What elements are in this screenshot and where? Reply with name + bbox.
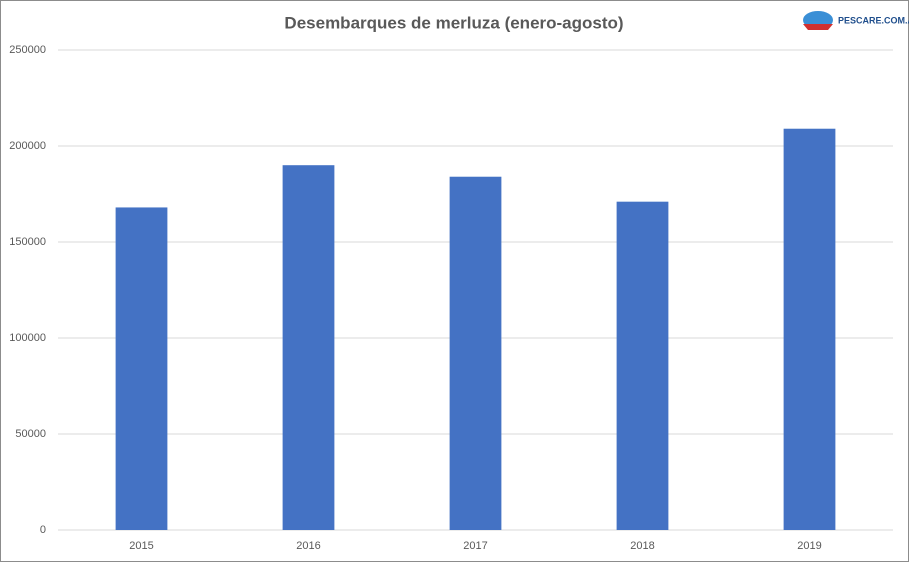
x-tick-label: 2017	[463, 540, 487, 552]
x-tick-label: 2018	[630, 540, 654, 552]
chart-title: Desembarques de merluza (enero-agosto)	[284, 13, 623, 32]
y-tick-label: 50000	[15, 428, 46, 440]
logo-text: PESCARE.COM.AR	[838, 15, 909, 25]
bar	[616, 201, 669, 530]
bar	[783, 128, 836, 530]
logo: PESCARE.COM.AR	[803, 11, 909, 30]
y-tick-label: 250000	[9, 44, 46, 56]
x-tick-label: 2016	[296, 540, 320, 552]
x-tick-label: 2015	[129, 540, 153, 552]
y-tick-label: 0	[40, 524, 46, 536]
bar	[282, 165, 335, 530]
y-tick-label: 150000	[9, 236, 46, 248]
y-tick-label: 100000	[9, 332, 46, 344]
x-tick-label: 2019	[797, 540, 821, 552]
y-tick-label: 200000	[9, 140, 46, 152]
bar	[115, 207, 168, 530]
logo-boat	[803, 24, 833, 30]
bar	[449, 176, 502, 530]
